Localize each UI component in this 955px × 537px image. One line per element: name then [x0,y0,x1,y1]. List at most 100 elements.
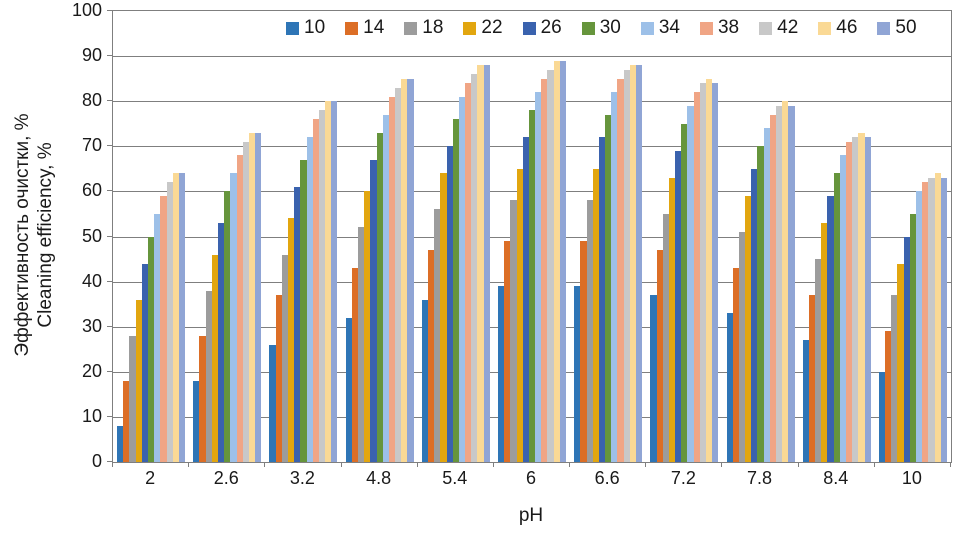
x-tick-mark [264,462,266,467]
legend-item: 26 [522,17,562,39]
bar-group [265,11,341,462]
bar [605,114,612,462]
bar [839,155,846,462]
bar [248,132,256,462]
bar [401,78,408,462]
y-tick-mark [107,190,113,192]
y-tick-label: 60 [81,180,102,201]
bar [421,299,428,462]
bar [160,195,167,462]
bar [845,141,853,462]
x-tick-mark [797,462,799,467]
bar [172,173,179,462]
bar [471,74,478,462]
bar [745,195,752,462]
y-axis-title-line1: Эффективность очистки, % [12,113,33,357]
plot-area [112,10,952,463]
bar [510,200,517,462]
bar-group [418,11,494,462]
x-tick-label: 2.6 [213,468,239,488]
bar [364,191,371,462]
bar [763,128,770,462]
x-tick-label: 2 [145,468,156,488]
bar [123,380,130,462]
x-tick-mark [340,462,342,467]
bar [440,173,447,462]
bar [147,236,155,462]
bar [154,213,161,462]
legend-item: 46 [818,17,857,39]
bar [815,259,822,462]
bar [623,69,630,462]
bar [940,177,947,462]
x-tick-label: 7.2 [670,468,696,488]
bar [864,137,871,462]
bar [294,186,301,462]
bar [331,101,338,462]
bar [751,168,758,462]
bar-group [722,11,798,462]
bar-group [570,11,646,462]
bar [802,340,809,462]
bar [827,195,834,462]
legend-item: 50 [877,17,917,39]
gridline [113,101,951,103]
bar [891,295,898,462]
legend-item: 10 [286,17,325,39]
bar [681,123,688,462]
x-tick-label: 10 [901,468,922,488]
bar [199,335,206,462]
legend-label: 50 [895,17,917,38]
bar [706,78,713,462]
bar [382,114,389,462]
bar [345,317,352,462]
bar [211,254,218,462]
legend-swatch-icon [345,21,359,35]
bar [732,268,739,462]
legend-label: 14 [363,17,385,38]
legend-swatch-icon [463,21,477,35]
bar [388,96,396,462]
legend-item: 22 [463,17,503,39]
bar [458,96,466,462]
bar [617,78,624,462]
y-tick-label: 100 [71,0,102,20]
legend-label: 22 [481,17,503,38]
bar-group [113,11,189,462]
legend-swatch-icon [699,21,713,35]
x-tick-mark [112,462,113,467]
bar [821,222,828,462]
y-tick-label: 70 [81,135,102,156]
x-tick-label: 8.4 [823,468,849,488]
y-tick-mark [107,461,113,462]
bar [325,101,332,462]
bar-group [875,11,951,462]
bar [852,137,859,462]
bar [395,87,402,462]
y-tick-mark [107,370,113,372]
bar [650,295,657,462]
legend-label: 10 [304,17,326,38]
bar [376,132,383,462]
y-axis-title: Эффективность очистки, % Cleaning effici… [11,5,57,465]
bar [547,69,554,462]
bar [629,65,636,462]
bar [668,177,676,462]
y-tick-label: 90 [81,45,102,66]
x-tick-mark [569,462,571,467]
bar [193,380,200,462]
bar [922,182,929,462]
bar [687,105,694,462]
legend-swatch-icon [581,21,595,35]
bar [858,132,865,462]
legend-swatch-icon [877,21,891,35]
bar-group [646,11,722,462]
y-tick-label: 50 [81,225,102,246]
bar [516,168,523,462]
bar [205,290,212,462]
bar [833,173,840,462]
bar [782,101,789,462]
y-tick-mark [107,415,113,417]
bar [757,146,764,462]
legend-label: 18 [422,17,444,38]
